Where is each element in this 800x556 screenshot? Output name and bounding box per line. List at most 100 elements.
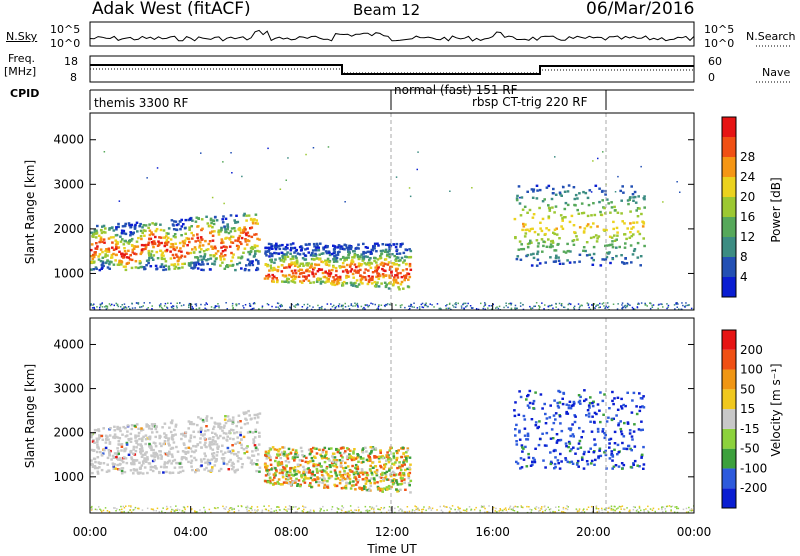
velocity-echo-cell — [630, 411, 634, 414]
power-echo-cell — [267, 273, 271, 277]
power-noise-cell — [416, 307, 419, 309]
power-echo-cell — [288, 263, 291, 266]
velocity-echo-cell — [120, 443, 124, 446]
power-noise-cell — [617, 303, 619, 305]
power-echo-cell — [366, 282, 370, 286]
power-echo-cell — [342, 265, 346, 268]
power-echo-cell — [244, 238, 247, 241]
velocity-echo-cell — [303, 473, 306, 476]
power-noise-cell — [99, 305, 102, 307]
power-echo-cell — [592, 252, 596, 256]
velocity-echo-cell — [596, 427, 600, 431]
velocity-noise-cell — [371, 506, 373, 508]
power-echo-cell — [528, 242, 531, 245]
velocity-echo-cell — [151, 431, 154, 434]
power-echo-cell — [129, 226, 132, 229]
power-echo-cell — [178, 266, 181, 270]
velocity-echo-cell — [181, 456, 184, 459]
velocity-noise-cell — [562, 506, 565, 509]
velocity-echo-cell — [608, 407, 611, 410]
velocity-echo-cell — [324, 453, 327, 457]
power-echo-cell — [533, 230, 537, 234]
velocity-echo-cell — [633, 459, 637, 463]
power-noise-cell — [587, 304, 590, 306]
velocity-echo-cell — [211, 438, 215, 442]
power-noise-cell — [266, 303, 269, 305]
power-echo-cell — [632, 221, 635, 224]
velocity-echo-cell — [378, 476, 382, 479]
velocity-echo-cell — [97, 428, 100, 432]
power-noise-cell — [137, 303, 140, 305]
velocity-echo-cell — [167, 437, 171, 440]
power-echo-cell — [334, 274, 338, 277]
power-colorbar-tick: 28 — [740, 150, 755, 164]
velocity-noise-cell — [618, 505, 621, 508]
power-echo-cell — [291, 272, 295, 275]
power-echo-cell — [245, 233, 248, 237]
velocity-echo-cell — [598, 449, 601, 452]
power-noise-cell — [626, 302, 629, 305]
power-echo-cell — [366, 255, 369, 259]
velocity-echo-cell — [215, 434, 218, 437]
power-echo-cell — [180, 254, 184, 257]
velocity-echo-cell — [319, 453, 322, 456]
velocity-echo-cell — [599, 420, 602, 424]
velocity-echo-cell — [199, 417, 203, 421]
power-noise-cell — [226, 308, 228, 310]
power-echo-cell — [389, 266, 392, 269]
velocity-noise-cell — [278, 506, 280, 508]
power-echo-cell — [283, 266, 286, 269]
power-noise-cell — [333, 308, 336, 310]
velocity-noise-cell — [289, 508, 291, 510]
power-echo-cell — [193, 246, 197, 249]
power-echo-cell — [162, 254, 165, 257]
velocity-echo-cell — [316, 476, 319, 479]
power-echo-cell — [620, 212, 623, 215]
power-echo-cell — [237, 239, 240, 243]
power-echo-cell — [253, 246, 257, 249]
power-echo-cell — [210, 245, 213, 248]
velocity-noise-cell — [208, 508, 211, 511]
velocity-echo-cell — [279, 456, 282, 460]
power-echo-cell — [363, 262, 367, 265]
power-echo-cell — [108, 260, 112, 263]
power-echo-cell — [560, 225, 563, 228]
velocity-echo-cell — [610, 450, 614, 453]
power-colorbar-swatch — [722, 237, 736, 257]
power-noise-cell — [651, 306, 654, 308]
velocity-echo-cell — [642, 406, 646, 409]
power-echo-cell — [350, 283, 353, 287]
velocity-echo-cell — [124, 447, 128, 450]
velocity-noise-cell — [158, 511, 161, 513]
power-sparse-cell — [156, 167, 159, 169]
power-echo-cell — [348, 245, 351, 248]
power-noise-cell — [599, 302, 601, 305]
velocity-echo-cell — [527, 452, 530, 456]
velocity-noise-cell — [247, 506, 249, 509]
velocity-noise-cell — [462, 509, 465, 511]
velocity-echo-cell — [523, 427, 527, 430]
power-noise-cell — [490, 308, 493, 310]
power-echo-cell — [197, 262, 201, 266]
velocity-echo-cell — [344, 461, 347, 465]
velocity-echo-cell — [129, 432, 133, 436]
velocity-echo-cell — [231, 461, 234, 464]
power-echo-cell — [224, 228, 227, 231]
velocity-echo-cell — [323, 486, 326, 489]
power-echo-cell — [634, 201, 638, 204]
power-echo-cell — [298, 245, 302, 249]
velocity-noise-cell — [270, 508, 273, 510]
power-echo-cell — [266, 246, 270, 250]
velocity-noise-cell — [312, 509, 315, 512]
power-noise-cell — [621, 304, 623, 306]
power-echo-cell — [322, 248, 325, 251]
velocity-echo-cell — [522, 447, 525, 450]
power-echo-cell — [642, 222, 646, 225]
velocity-echo-cell — [408, 471, 412, 475]
power-echo-cell — [631, 253, 635, 256]
velocity-echo-cell — [248, 430, 252, 434]
x-tick-label: 00:00 — [73, 525, 108, 539]
velocity-echo-cell — [321, 469, 325, 472]
velocity-echo-cell — [132, 448, 135, 451]
velocity-echo-cell — [171, 459, 175, 463]
